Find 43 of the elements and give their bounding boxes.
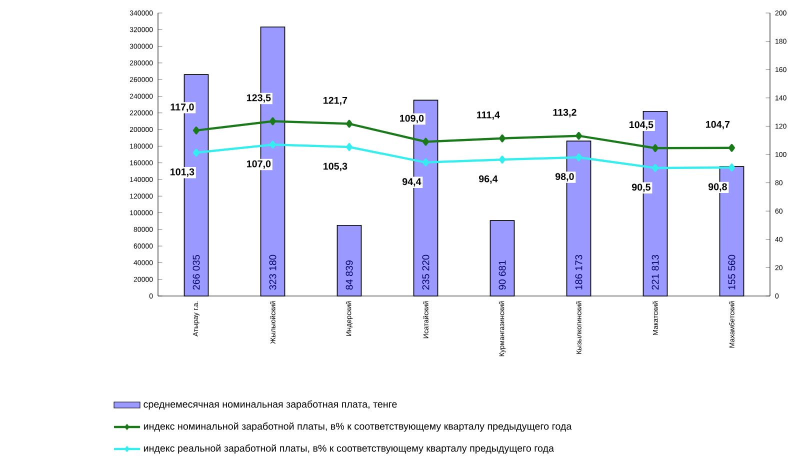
data-label: 98,0 — [555, 173, 574, 182]
data-label: 104,7 — [706, 120, 730, 130]
data-label: 90 681 — [498, 260, 506, 290]
point — [422, 158, 429, 166]
data-label: 90,8 — [708, 183, 727, 192]
point — [499, 156, 506, 164]
legend-label: индекс реальной заработной платы, в% к соответствующему кварталу предыдущего года — [144, 444, 554, 454]
point — [270, 117, 276, 126]
point — [652, 144, 658, 152]
data-label: 107,0 — [247, 160, 271, 169]
data-label: 104,5 — [630, 121, 654, 130]
point — [728, 144, 735, 152]
data-label: 113,2 — [553, 108, 576, 118]
data-label: 109,0 — [400, 114, 424, 124]
point — [193, 126, 200, 134]
point — [422, 138, 429, 146]
data-label: 101,3 — [170, 168, 194, 177]
data-label: 155 560 — [728, 254, 736, 290]
point — [652, 164, 658, 172]
data-label: 186 173 — [575, 254, 582, 290]
data-label: 121,7 — [324, 96, 348, 106]
point — [576, 153, 582, 162]
data-label: 123,5 — [247, 94, 271, 103]
data-label: 117,0 — [170, 104, 194, 112]
data-label: 84 839 — [346, 260, 353, 290]
point — [576, 132, 582, 140]
point — [499, 134, 506, 142]
data-label: 266 035 — [192, 254, 200, 290]
legend-label: индекс номинальной заработной платы, в% к соответствующему кварталу предыдущего года — [144, 422, 572, 432]
data-label: 105,3 — [324, 162, 348, 172]
point — [193, 148, 200, 157]
data-label: 323 180 — [269, 254, 276, 290]
data-label: 90,5 — [632, 184, 650, 192]
point — [270, 140, 276, 149]
data-label: 94,4 — [402, 178, 422, 187]
point — [728, 164, 735, 172]
data-label: 221 813 — [652, 254, 659, 290]
point — [346, 120, 352, 128]
legend-label: среднемесячная номинальная заработная плата, тенге — [144, 400, 397, 410]
data-label: 111,4 — [477, 112, 500, 120]
data-label: 235 220 — [422, 254, 430, 290]
point — [346, 143, 352, 151]
data-label: 96,4 — [478, 175, 498, 184]
